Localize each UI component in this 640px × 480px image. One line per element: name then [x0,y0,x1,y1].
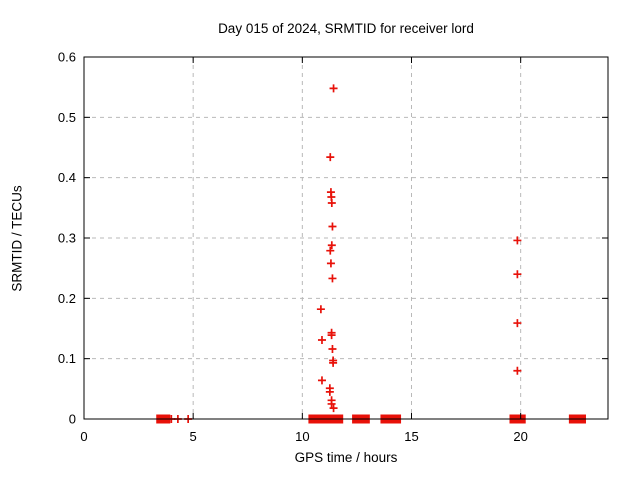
tick-labels: 0 5 10 15 20 0 0.1 0.2 0.3 0.4 0.5 0.6 [58,50,528,445]
data-point-marker [317,376,326,385]
data-point-marker [327,241,336,250]
data-point-marker [317,335,326,344]
x-axis-label: GPS time / hours [294,450,398,465]
data-point-marker [326,259,335,268]
x-tick-label: 5 [190,429,197,444]
y-tick-label: 0.1 [58,351,76,366]
gridlines [84,57,608,419]
y-tick-label: 0.2 [58,291,76,306]
data-point-marker [513,319,522,328]
y-tick-label: 0.3 [58,231,76,246]
x-tick-label: 0 [80,429,87,444]
data-point-marker [329,84,338,93]
plot-border [83,56,609,420]
y-tick-label: 0.4 [58,170,76,185]
data-point-marker [326,246,335,255]
data-point-marker [513,236,522,245]
data-point-marker [329,358,338,367]
plot-frame [83,56,609,420]
data-point-marker [328,345,337,354]
data-point-marker [327,331,336,340]
data-point-marker [513,270,522,279]
y-tick-label: 0.6 [58,50,76,65]
data-point-marker [328,274,337,283]
data-points [156,84,586,424]
data-point-marker [329,404,338,413]
x-tick-label: 10 [295,429,309,444]
x-tick-label: 20 [513,429,527,444]
data-point-marker [325,387,334,396]
y-tick-label: 0.5 [58,110,76,125]
data-point-marker [326,153,335,162]
data-point-marker [316,305,325,314]
data-point-marker [513,366,522,375]
chart-title: Day 015 of 2024, SRMTID for receiver lor… [218,21,474,36]
data-point-marker [328,222,337,231]
y-tick-label: 0 [69,412,76,427]
x-tick-label: 15 [404,429,418,444]
data-point-marker [327,399,336,408]
data-point-marker [327,199,336,208]
